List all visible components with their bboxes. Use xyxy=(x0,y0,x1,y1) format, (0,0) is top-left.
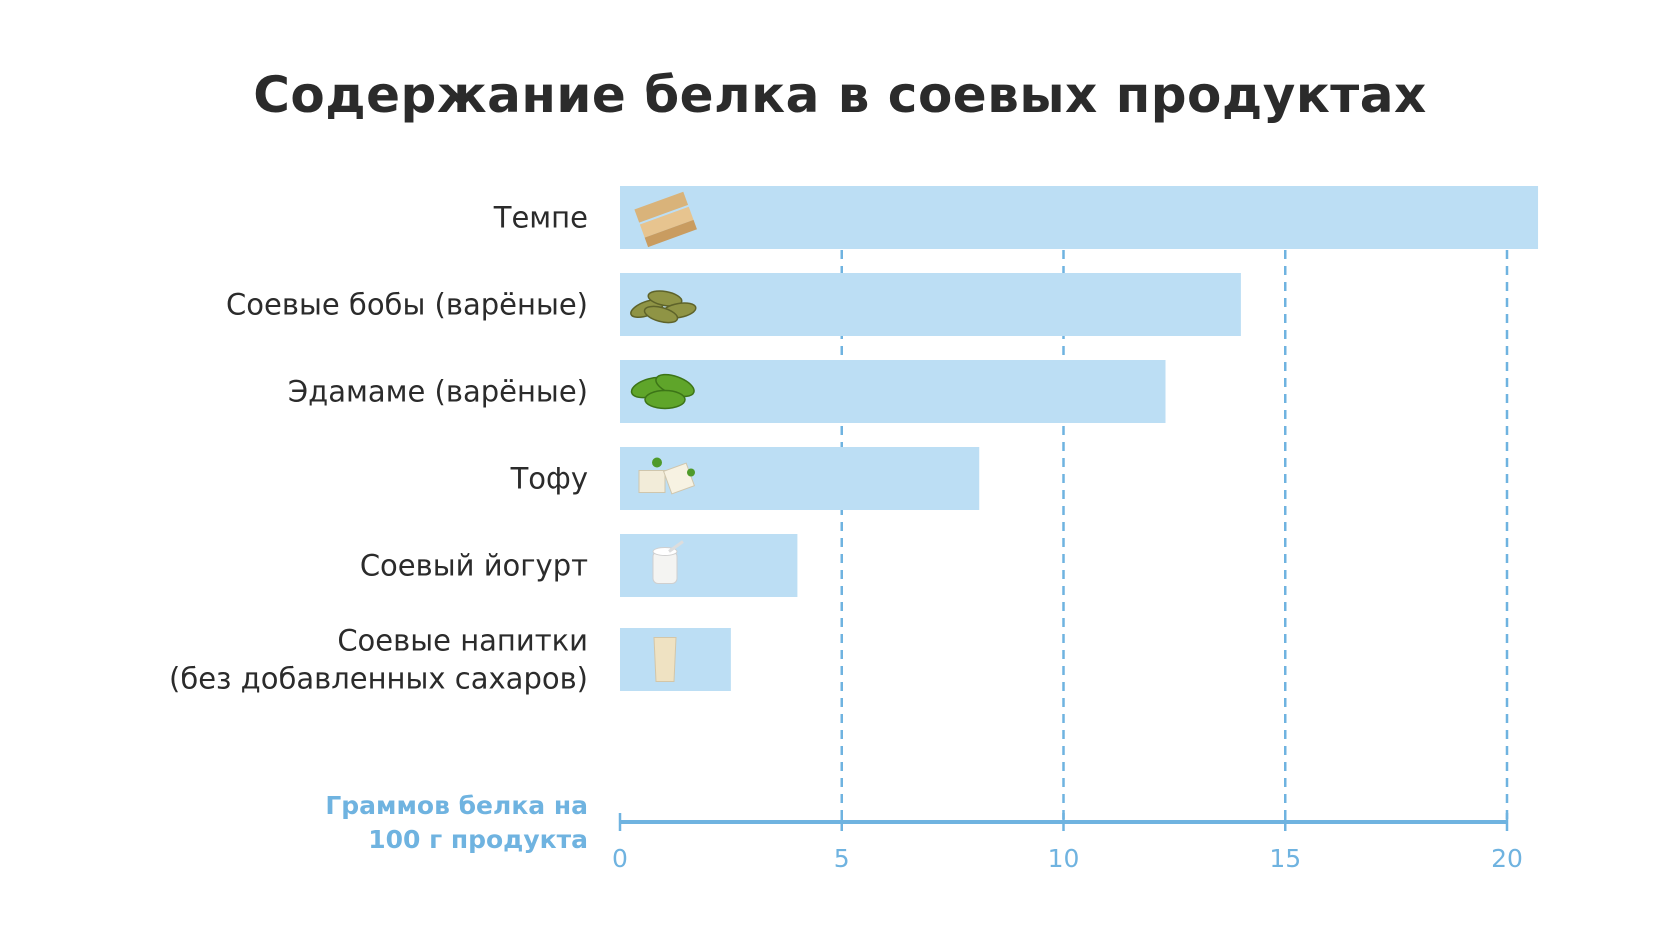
bar xyxy=(620,186,1539,249)
x-tick-label: 20 xyxy=(1491,844,1523,873)
bar xyxy=(620,360,1166,423)
tempeh-icon xyxy=(634,191,697,248)
x-tick-label: 0 xyxy=(612,844,628,873)
x-axis-title: 100 г продукта xyxy=(368,825,588,854)
yogurt-icon xyxy=(652,540,684,584)
x-tick-label: 10 xyxy=(1048,844,1080,873)
x-tick-label: 15 xyxy=(1269,844,1301,873)
category-label: Соевый йогурт xyxy=(360,549,588,583)
tofu-icon xyxy=(638,457,696,495)
x-axis-title: Граммов белка на xyxy=(325,791,588,820)
chart-title: Содержание белка в соевых продуктах xyxy=(253,66,1427,124)
edamame-icon xyxy=(630,373,695,410)
x-tick-label: 5 xyxy=(834,844,850,873)
category-label: Тофу xyxy=(510,462,588,496)
bar xyxy=(620,273,1241,336)
category-label: Соевые напитки xyxy=(337,624,588,658)
soy-drink-icon xyxy=(653,637,677,682)
category-label: Эдамаме (варёные) xyxy=(288,375,588,409)
category-label: Соевые бобы (варёные) xyxy=(226,288,588,322)
category-label: Темпе xyxy=(493,201,588,235)
category-label: (без добавленных сахаров) xyxy=(169,662,588,696)
soybeans-icon xyxy=(630,290,697,324)
bar xyxy=(620,534,798,597)
